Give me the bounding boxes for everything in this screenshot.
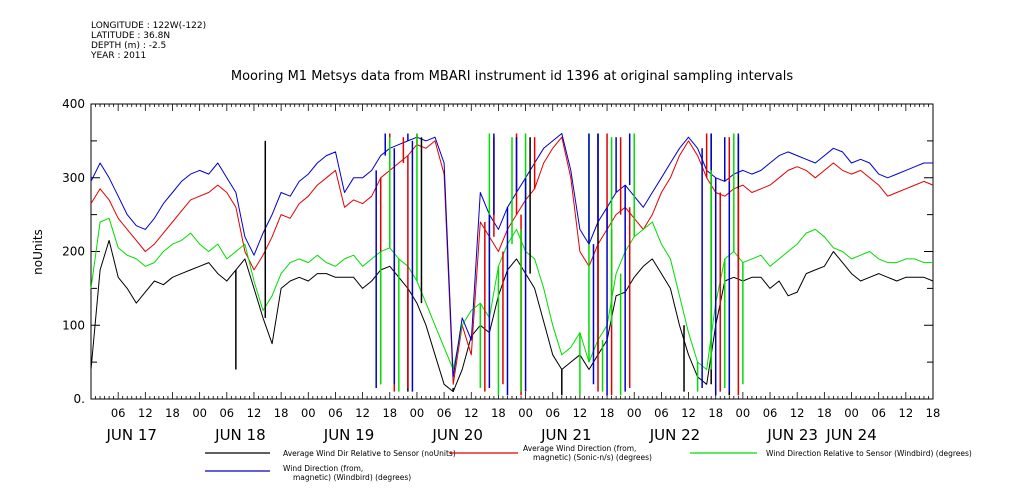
x-hour-label: 18 [708, 406, 723, 420]
x-day-label: JUN 21 [540, 426, 591, 444]
year-text: YEAR : 2011 [91, 51, 147, 61]
depth-text: DEPTH (m) : -2.5 [91, 41, 167, 51]
latitude-text: LATITUDE : 36.8N [91, 31, 171, 41]
x-hour-label: 00 [736, 406, 751, 420]
legend: Average Wind Dir Relative to Sensor (noU… [205, 444, 972, 482]
y-tick-label: 400 [62, 97, 85, 111]
x-hour-label: 12 [138, 406, 153, 420]
x-hour-label: 06 [871, 406, 886, 420]
x-hour-label: 18 [382, 406, 397, 420]
y-tick-label: 0. [74, 392, 85, 406]
x-day-label: JUN 22 [649, 426, 700, 444]
x-day-label: JUN 23 [766, 426, 817, 444]
chart-title: Mooring M1 Metsys data from MBARI instru… [231, 69, 793, 84]
legend-label-line2-3: magnetic) (Windbird) (degrees) [293, 473, 411, 482]
x-hour-label: 12 [247, 406, 262, 420]
y-tick-label: 100 [62, 318, 85, 332]
x-hour-label: 06 [763, 406, 778, 420]
x-hour-label: 18 [817, 406, 832, 420]
x-hour-label: 12 [681, 406, 696, 420]
y-axis-label: noUnits [31, 229, 45, 275]
x-hour-label: 12 [355, 406, 370, 420]
x-hour-label: 06 [328, 406, 343, 420]
x-hour-label: 06 [654, 406, 669, 420]
x-day-label: JUN 20 [431, 426, 482, 444]
x-hour-label: 18 [274, 406, 289, 420]
legend-label-0: Average Wind Dir Relative to Sensor (noU… [283, 449, 456, 458]
legend-label-3: Wind Direction (from, [283, 464, 363, 473]
x-hour-label: 00 [410, 406, 425, 420]
x-hour-label: 12 [899, 406, 914, 420]
x-hour-label: 12 [573, 406, 588, 420]
x-hour-label: 06 [437, 406, 452, 420]
x-day-label: JUN 24 [825, 426, 876, 444]
x-hour-label: 00 [301, 406, 316, 420]
x-hour-label: 18 [491, 406, 506, 420]
longitude-text: LONGITUDE : 122W(-122) [91, 21, 207, 31]
x-hour-label: 00 [518, 406, 533, 420]
x-hour-label: 06 [111, 406, 126, 420]
x-hour-label: 18 [165, 406, 180, 420]
x-hour-label: 12 [464, 406, 479, 420]
series-line-0 [90, 239, 934, 393]
x-hour-label: 06 [545, 406, 560, 420]
x-hour-label: 06 [219, 406, 234, 420]
metadata-block: LONGITUDE : 122W(-122) LATITUDE : 36.8N … [91, 21, 206, 61]
x-hour-label: 18 [926, 406, 941, 420]
x-hour-label: 00 [844, 406, 859, 420]
x-hour-label: 18 [600, 406, 615, 420]
legend-label-2: Wind Direction Relative to Sensor (Windb… [766, 449, 972, 458]
x-day-label: JUN 17 [105, 426, 156, 444]
x-hour-label: 12 [790, 406, 805, 420]
x-hour-label: 00 [192, 406, 207, 420]
plot-area: 0. 100 200 300 400 06 12 18 00 06 12 18 00 06 12 18 00 06… [62, 97, 940, 444]
x-day-label: JUN 19 [323, 426, 374, 444]
legend-label-line2-1: magnetic) (Sonic-n/s) (degrees) [533, 453, 652, 462]
y-tick-label: 300 [62, 171, 85, 185]
x-hour-label: 00 [627, 406, 642, 420]
y-tick-label: 200 [62, 245, 85, 259]
x-day-label: JUN 18 [214, 426, 265, 444]
legend-label-1: Average Wind Direction (from, [523, 444, 636, 453]
